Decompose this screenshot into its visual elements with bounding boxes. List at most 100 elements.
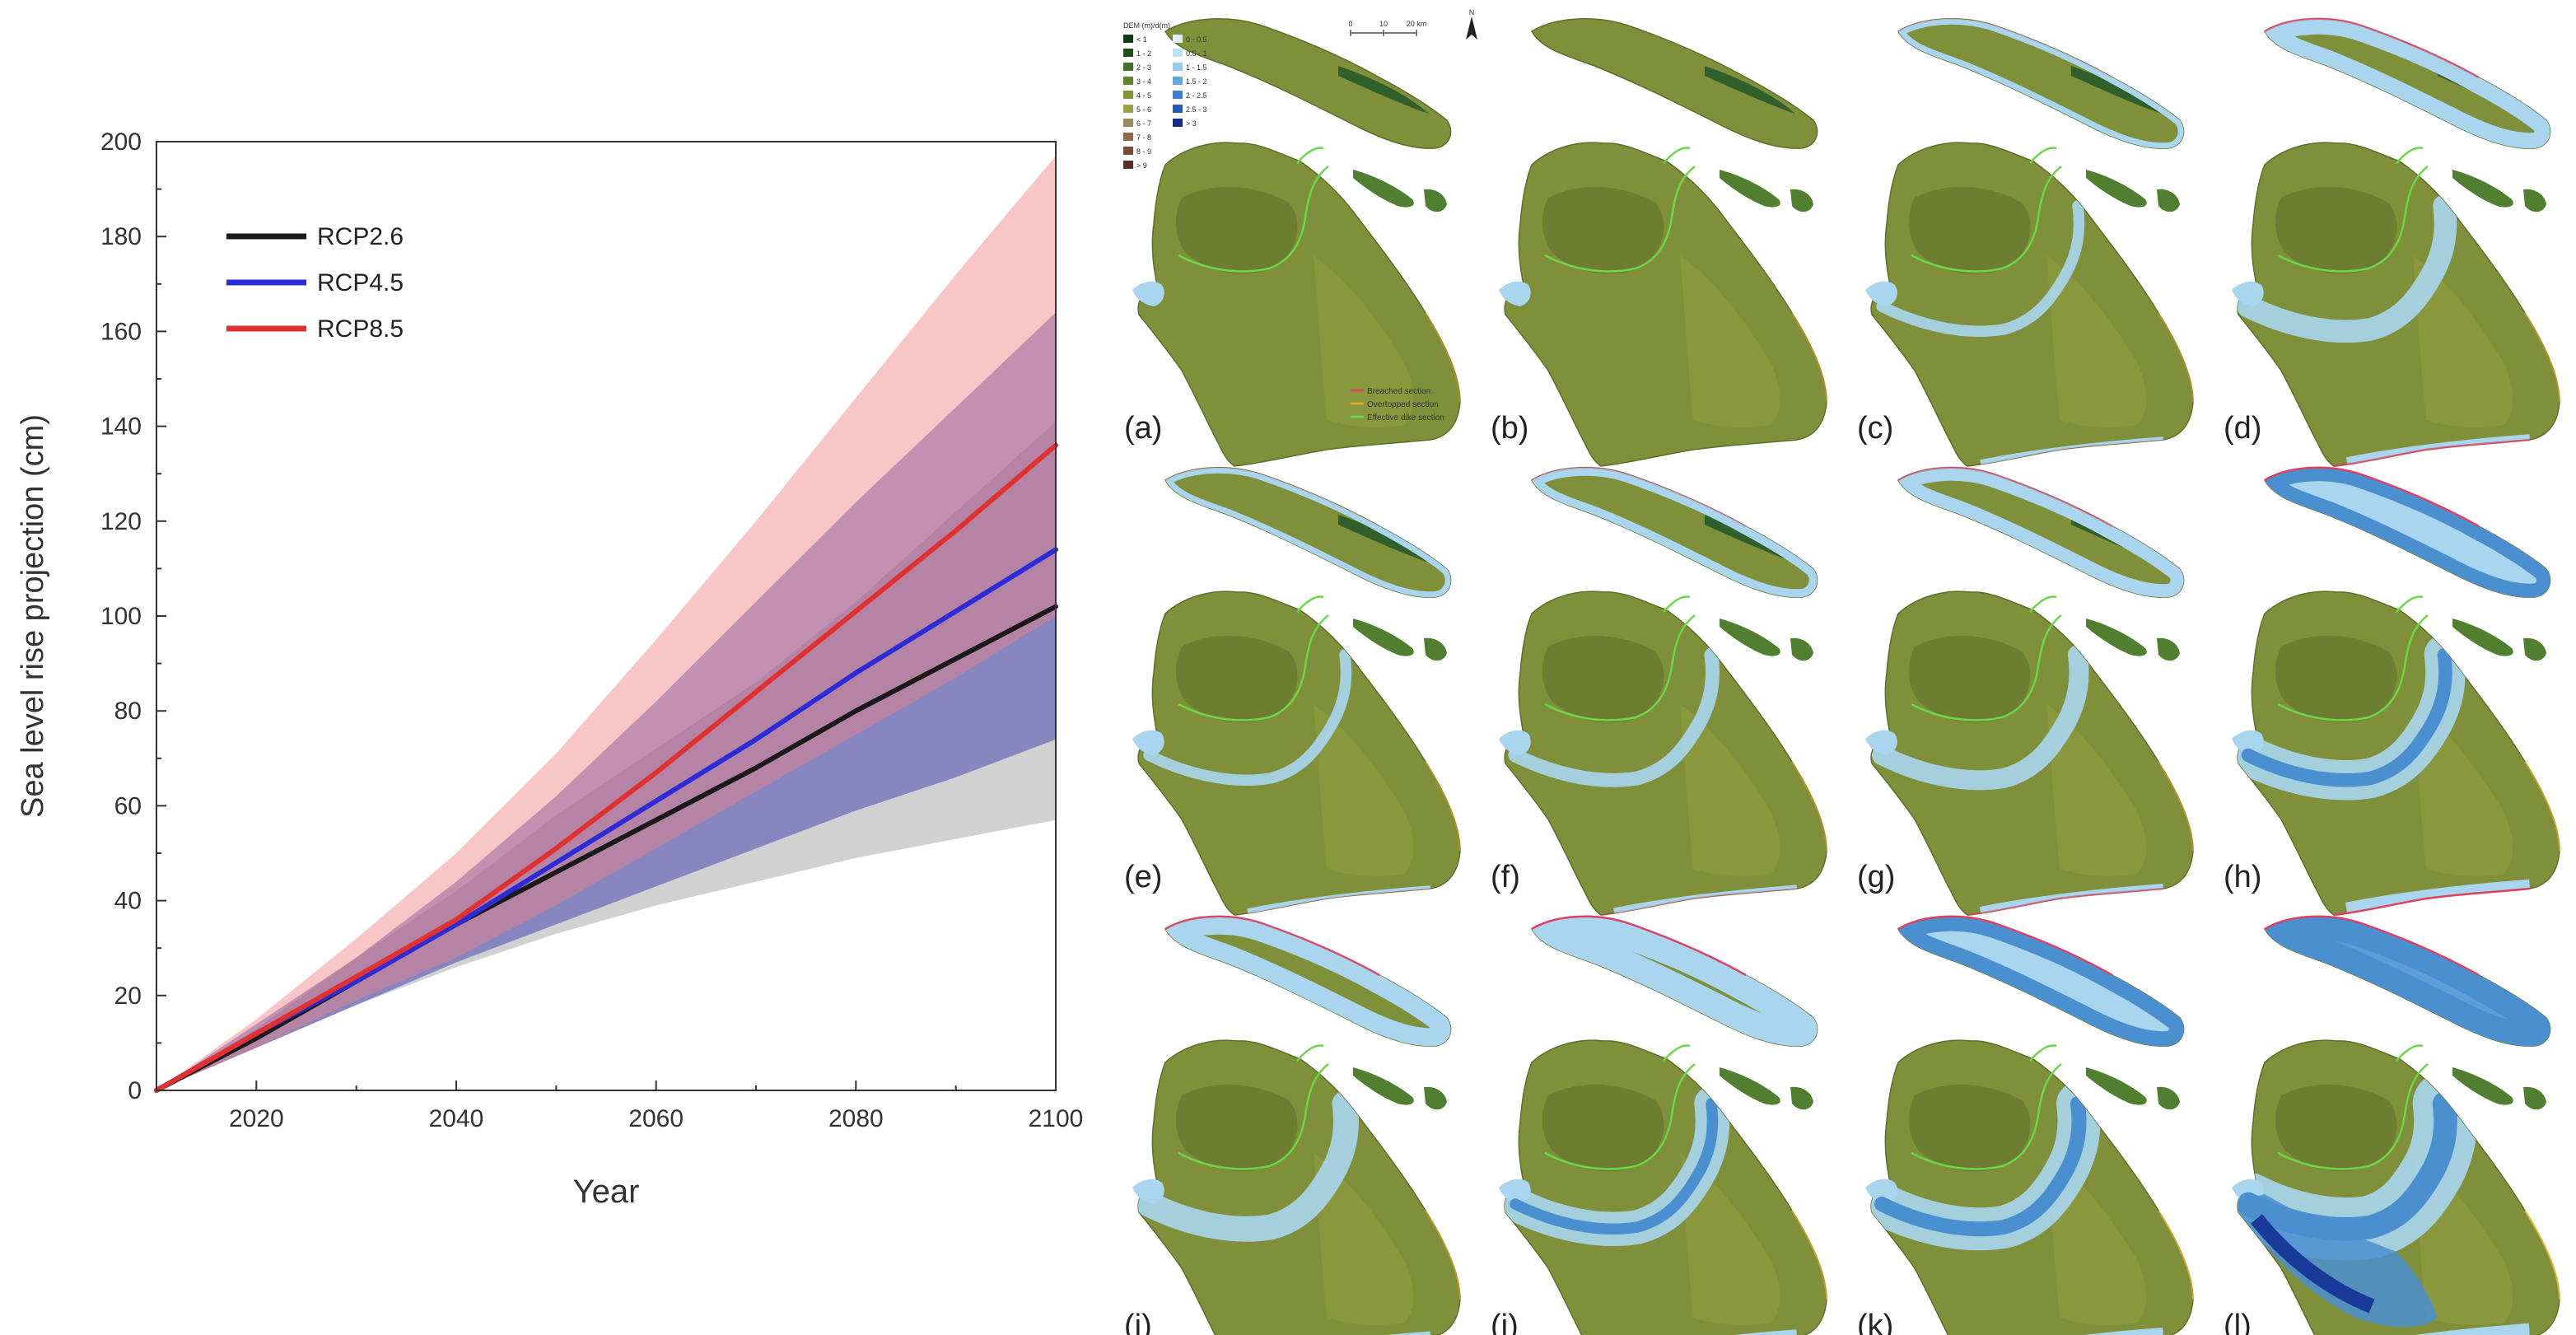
- scale-bar-label: 10: [1379, 20, 1388, 28]
- urban-core: [1175, 187, 1298, 274]
- map-legend-water-swatch: [1173, 77, 1183, 85]
- y-tick-label: 60: [114, 792, 142, 819]
- small-island: [1720, 170, 1780, 208]
- panel-label: (j): [1491, 1309, 1519, 1335]
- river-flood-deep: [1510, 1098, 1719, 1235]
- breached-dike-line: [2264, 915, 2480, 977]
- small-island: [1353, 1067, 1414, 1105]
- panel-label: (l): [2224, 1309, 2252, 1335]
- panel-label: (a): [1124, 411, 1162, 446]
- legend-label: RCP4.5: [317, 269, 404, 296]
- map-legend-water-label: 0 - 0.5: [1186, 35, 1207, 44]
- effective-dike-line: [1911, 166, 2062, 273]
- island-shape: [1530, 18, 1818, 149]
- north-arrow-shape: [1466, 16, 1477, 40]
- island-shape: [1897, 467, 2185, 598]
- river-flood-belt: [1872, 645, 2089, 791]
- small-island: [2523, 637, 2546, 661]
- small-island: [1424, 1086, 1447, 1110]
- y-tick-label: 140: [100, 413, 142, 441]
- eastern-plain: [1314, 255, 1414, 427]
- map-panel-h: (h): [2224, 466, 2560, 917]
- breached-dike-line: [1164, 466, 1380, 528]
- small-island: [1720, 1067, 1780, 1105]
- uncertainty-bands: [156, 156, 1056, 1090]
- overtopped-dike-line: [2524, 761, 2560, 852]
- panel-label: (c): [1857, 411, 1893, 446]
- breached-dike-line: [1897, 466, 2113, 528]
- mainland-flooding: [1871, 1082, 2164, 1335]
- map-panel-g: (g): [1857, 466, 2194, 917]
- effective-dike-line: [1544, 614, 1696, 721]
- small-island: [2086, 618, 2147, 656]
- x-axis: 2020 2040 2060 2080 2100: [156, 1081, 1083, 1132]
- map-legend-land-swatch: [1123, 77, 1133, 85]
- river-flood-deep: [2241, 647, 2452, 787]
- effective-dike-line: [1663, 595, 1691, 613]
- effective-dike-line: [1911, 614, 2062, 721]
- x-tick-label: 2100: [1029, 1105, 1084, 1132]
- island-flooding: [2265, 916, 2550, 1047]
- map-legend-title: DEM (m)/d(m): [1123, 21, 1170, 30]
- breached-dike-line: [1897, 915, 2113, 977]
- small-island: [1790, 637, 1813, 661]
- eastern-plain: [1680, 704, 1780, 876]
- map-legend-land-label: 1 - 2: [1136, 49, 1151, 58]
- map-legend-land-label: > 9: [1136, 161, 1147, 170]
- effective-dike-line: [2277, 166, 2429, 273]
- panel-label: (h): [2224, 860, 2261, 894]
- small-island: [2157, 1086, 2180, 1110]
- island-flood-rim: [1898, 916, 2184, 1047]
- urban-core: [2275, 187, 2397, 274]
- small-island: [2086, 170, 2147, 208]
- map-legend-land-swatch: [1123, 161, 1133, 169]
- effective-dike-line: [2029, 595, 2057, 613]
- effective-dike-line: [1178, 614, 1329, 721]
- island-shape: [1164, 467, 1452, 598]
- lake-shape: [1865, 281, 1897, 306]
- small-island: [2157, 189, 2180, 212]
- effective-dike-line: [1911, 1063, 2062, 1170]
- dike-legend-label: Overtopped section: [1367, 400, 1439, 409]
- overtopped-dike-line: [1425, 1210, 1461, 1300]
- map-legend-land-swatch: [1123, 49, 1133, 57]
- y-axis: 0 20 40 60 80 100 120 140 160 180 200: [100, 128, 166, 1104]
- map-legend-land-swatch: [1123, 133, 1133, 141]
- southwest-flood-deep: [2250, 1214, 2375, 1314]
- effective-dike-line: [2277, 1063, 2429, 1170]
- island-flooding: [2265, 467, 2550, 598]
- panel-label: (i): [1124, 1309, 1152, 1335]
- river-flood-belt: [1876, 200, 2085, 337]
- lake-shape: [1132, 730, 1164, 755]
- map-legend-water-swatch: [1173, 63, 1183, 71]
- effective-dike-line: [1296, 1044, 1324, 1062]
- island-flood-full: [2265, 916, 2550, 1047]
- map-legend: DEM (m)/d(m) < 1 1 - 2 2 - 3 3 - 4 4 - 5 5 - 6…: [1123, 21, 1207, 170]
- breached-dike-line: [1967, 887, 2164, 917]
- island-flood-rim: [2265, 467, 2550, 598]
- island-shape: [1530, 467, 1818, 598]
- lake-shape: [1499, 281, 1531, 306]
- eastern-plain: [1314, 704, 1414, 876]
- panel-label: (b): [1491, 411, 1528, 446]
- overtopped-dike-line: [2158, 761, 2194, 852]
- line-rcp85: [154, 442, 1058, 1093]
- southwest-flood: [2238, 1194, 2438, 1328]
- y-tick-label: 20: [114, 983, 142, 1010]
- eastern-plain: [2413, 255, 2513, 427]
- map-panel-f: (f): [1491, 466, 1827, 917]
- map-legend-water-label: 2.5 - 3: [1186, 105, 1207, 114]
- x-tick-label: 2020: [229, 1105, 284, 1132]
- band-rcp85: [156, 156, 1056, 1090]
- map-legend-land-label: 8 - 9: [1136, 147, 1151, 156]
- effective-dike-line: [2396, 1044, 2424, 1062]
- effective-dike-line: [1544, 1063, 1696, 1170]
- y-tick-label: 120: [100, 508, 142, 535]
- small-island: [2523, 189, 2546, 212]
- panel-label: (g): [1857, 860, 1895, 894]
- breached-dike-line: [1164, 915, 1380, 977]
- map-panel-a: (a): [1124, 18, 1461, 467]
- map-panel-i: (i): [1124, 915, 1461, 1335]
- overtopped-dike-line: [1791, 312, 1827, 403]
- legend-label: RCP8.5: [317, 315, 404, 343]
